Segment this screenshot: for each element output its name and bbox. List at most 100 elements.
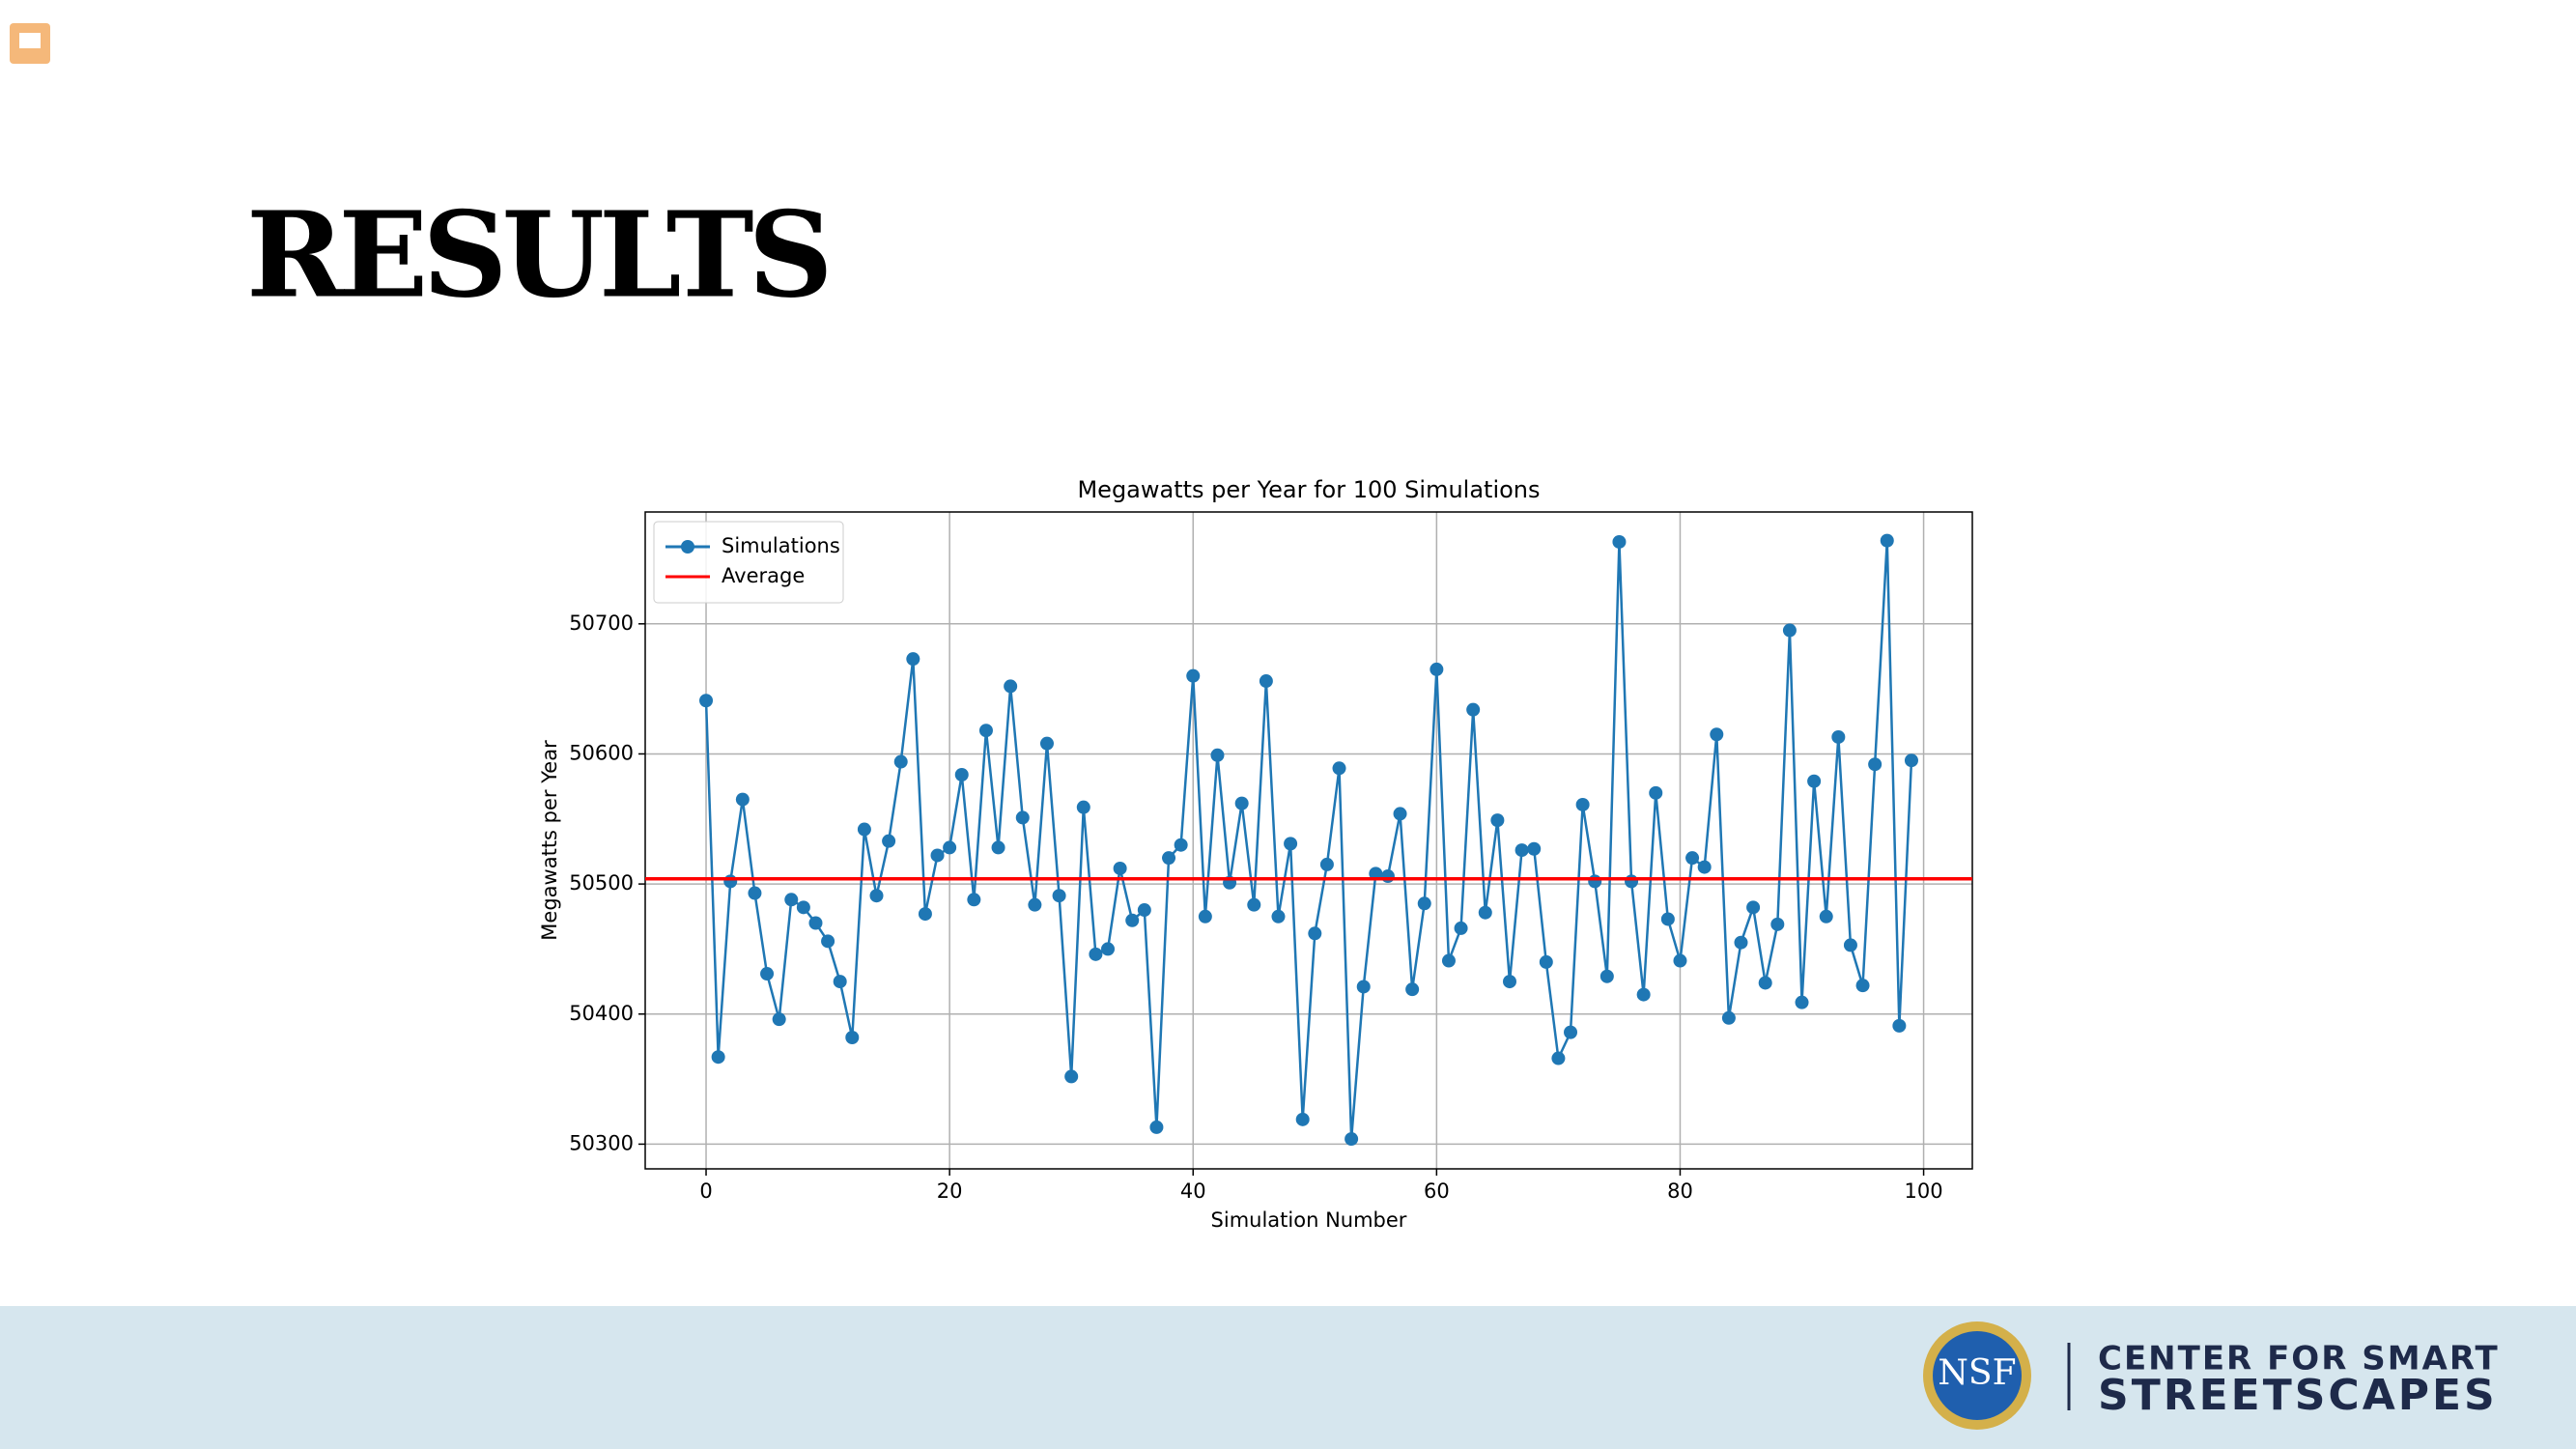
point — [1490, 813, 1505, 828]
point — [1198, 909, 1212, 923]
point — [1843, 938, 1857, 952]
point — [1405, 982, 1420, 997]
point — [772, 1012, 786, 1027]
x-tick-label: 0 — [699, 1179, 712, 1203]
point — [1015, 810, 1030, 825]
point — [1795, 995, 1809, 1009]
y-tick-label: 50700 — [569, 611, 634, 635]
point — [1636, 987, 1651, 1002]
point — [699, 694, 714, 708]
y-tick-label: 50600 — [569, 741, 634, 764]
point — [1271, 909, 1286, 923]
point — [711, 1050, 725, 1065]
point — [978, 724, 993, 738]
point — [808, 916, 823, 930]
nsf-logo — [1933, 1331, 2022, 1420]
x-tick-label: 20 — [937, 1179, 963, 1203]
legend-box — [653, 521, 844, 604]
point — [1319, 857, 1334, 871]
point — [1441, 953, 1456, 968]
legend-marker — [681, 540, 694, 554]
point — [1892, 1018, 1907, 1033]
point — [821, 934, 835, 949]
point — [1855, 979, 1870, 993]
point — [893, 754, 908, 769]
point — [1685, 851, 1700, 866]
point — [1660, 912, 1675, 926]
point — [1502, 975, 1516, 989]
x-axis-label: Simulation Number — [1211, 1208, 1407, 1232]
point — [1174, 838, 1188, 852]
point — [1880, 533, 1894, 548]
point — [1332, 761, 1346, 776]
point — [1649, 785, 1663, 800]
point — [1089, 947, 1103, 961]
point — [1295, 1112, 1310, 1126]
comment-icon-glyph — [19, 33, 41, 48]
point — [869, 889, 884, 903]
point — [943, 840, 957, 855]
point — [1868, 757, 1882, 772]
point — [1210, 748, 1225, 762]
point — [1308, 926, 1322, 941]
point — [1417, 896, 1431, 911]
point — [1162, 851, 1176, 866]
y-tick-label: 50300 — [569, 1131, 634, 1154]
point — [1514, 843, 1529, 858]
x-tick-label: 100 — [1905, 1179, 1943, 1203]
y-tick-label: 50400 — [569, 1002, 634, 1025]
point — [833, 975, 847, 989]
point — [954, 768, 969, 781]
point — [1746, 900, 1761, 915]
point — [1758, 976, 1772, 990]
point — [723, 874, 738, 889]
point — [760, 967, 775, 981]
point — [1454, 921, 1468, 935]
point — [1284, 837, 1298, 851]
x-tick-label: 40 — [1180, 1179, 1206, 1203]
point — [1247, 897, 1261, 912]
chart-title: Megawatts per Year for 100 Simulations — [1077, 476, 1540, 503]
x-tick-label: 80 — [1667, 1179, 1693, 1203]
series-line — [704, 540, 1913, 1140]
point — [1137, 903, 1151, 918]
point — [1259, 674, 1273, 689]
point — [796, 900, 810, 915]
footer-band — [0, 1306, 2576, 1449]
point — [1004, 679, 1018, 694]
point — [1369, 867, 1383, 881]
point — [1819, 909, 1833, 923]
point — [1697, 860, 1712, 874]
y-tick-label: 50500 — [569, 871, 634, 895]
point — [845, 1031, 860, 1044]
point — [1904, 753, 1918, 768]
point — [1478, 905, 1492, 920]
point — [1466, 702, 1481, 717]
point — [735, 792, 750, 807]
point — [784, 893, 799, 907]
point — [1551, 1051, 1566, 1065]
point — [1076, 800, 1090, 814]
point — [1052, 889, 1066, 903]
point — [1564, 1025, 1578, 1039]
point — [1234, 796, 1249, 810]
point — [1039, 736, 1054, 751]
legend-label: Average — [722, 564, 805, 587]
org-name-line2: STREETSCAPES — [2098, 1371, 2498, 1420]
point — [930, 848, 945, 863]
point — [1393, 807, 1407, 821]
point — [1588, 874, 1602, 889]
point — [1599, 969, 1614, 983]
point — [967, 893, 981, 907]
point — [1380, 869, 1395, 884]
point — [1625, 874, 1639, 889]
point — [1113, 861, 1127, 875]
point — [1770, 917, 1785, 931]
org-name-line1: CENTER FOR SMART — [2098, 1340, 2500, 1378]
point — [1125, 913, 1140, 927]
slide-title: RESULTS — [246, 185, 828, 325]
point — [1575, 797, 1590, 811]
point — [1782, 623, 1797, 638]
